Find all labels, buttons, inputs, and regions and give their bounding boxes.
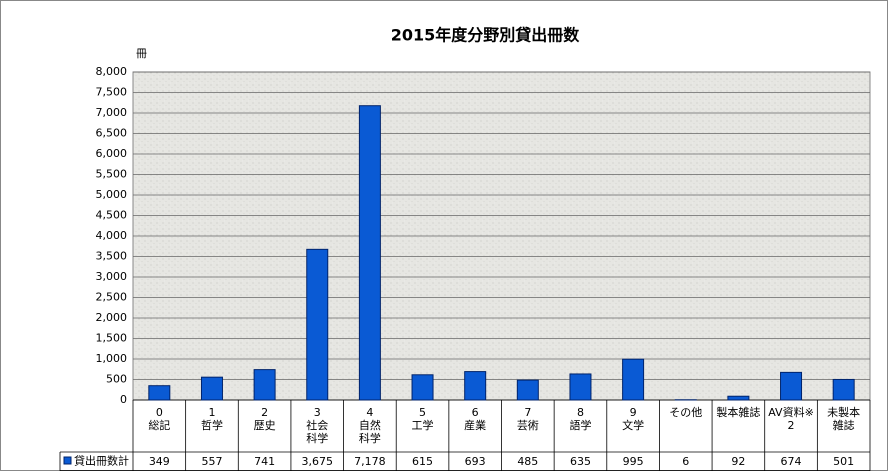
- bar: [622, 358, 645, 401]
- data-table-value: 7,178: [354, 455, 386, 468]
- data-table-value: 501: [833, 455, 854, 468]
- x-tick-label: 未製本: [827, 405, 860, 419]
- data-table-value: 693: [465, 455, 486, 468]
- bar: [200, 376, 223, 401]
- x-tick-label: 2: [788, 419, 795, 432]
- x-tick-label: 2: [261, 406, 268, 419]
- bar: [569, 373, 592, 401]
- x-tick-label: AV資料※: [768, 405, 814, 419]
- y-tick-label: 4,000: [96, 229, 128, 242]
- bar: [148, 385, 171, 401]
- y-tick-label: 5,500: [96, 168, 128, 181]
- data-table-value: 6: [682, 455, 689, 468]
- x-tick-label: 製本雑誌: [716, 405, 760, 419]
- y-tick-label: 2,000: [96, 311, 128, 324]
- x-tick-label: 3: [314, 406, 321, 419]
- y-tick-label: 3,500: [96, 250, 128, 263]
- data-table-value: 615: [412, 455, 433, 468]
- x-tick-label: 4: [366, 406, 373, 419]
- x-tick-label: 8: [577, 406, 584, 419]
- x-tick-label: 0: [156, 406, 163, 419]
- x-tick-label: 科学: [359, 431, 381, 445]
- bar: [464, 371, 487, 401]
- y-tick-label: 7,000: [96, 106, 128, 119]
- data-table-value: 557: [201, 455, 222, 468]
- data-table-value: 674: [781, 455, 802, 468]
- x-tick-label: 歴史: [254, 419, 276, 432]
- x-tick-label: 文学: [622, 418, 644, 432]
- y-tick-label: 2,500: [96, 291, 128, 304]
- legend-label: 貸出冊数計: [74, 454, 129, 468]
- x-tick-label: 産業: [464, 419, 486, 432]
- bar: [727, 395, 750, 401]
- chart-title: 2015年度分野別貸出冊数: [391, 26, 581, 45]
- x-tick-label: 雑誌: [833, 418, 855, 432]
- data-table-value: 995: [623, 455, 644, 468]
- bar: [411, 374, 434, 401]
- y-axis-label: 冊: [136, 47, 147, 60]
- x-tick-label: 哲学: [201, 418, 223, 432]
- x-tick-label: その他: [669, 406, 702, 419]
- bar: [516, 379, 539, 401]
- bar: [253, 369, 276, 401]
- bar: [832, 378, 855, 401]
- y-tick-label: 3,000: [96, 270, 128, 283]
- data-table-value: 92: [731, 455, 745, 468]
- legend-swatch: [63, 456, 72, 465]
- y-tick-label: 0: [120, 393, 127, 406]
- data-table-value: 349: [149, 455, 170, 468]
- x-tick-label: 総記: [148, 418, 170, 432]
- y-tick-label: 6,000: [96, 147, 128, 160]
- x-tick-label: 7: [524, 406, 531, 419]
- bar: [358, 105, 381, 401]
- x-tick-label: 科学: [306, 431, 328, 445]
- x-tick-label: 6: [472, 406, 479, 419]
- x-tick-label: 1: [208, 406, 215, 419]
- y-tick-label: 4,500: [96, 209, 128, 222]
- y-tick-label: 8,000: [96, 65, 128, 78]
- y-tick-label: 1,500: [96, 332, 128, 345]
- y-tick-label: 1,000: [96, 352, 128, 365]
- x-tick-label: 5: [419, 406, 426, 419]
- data-table-value: 485: [517, 455, 538, 468]
- y-tick-label: 6,500: [96, 127, 128, 140]
- bar: [780, 371, 803, 401]
- data-table-value: 3,675: [302, 455, 334, 468]
- bar: [306, 248, 329, 401]
- x-tick-label: 9: [630, 406, 637, 419]
- x-tick-label: 社会: [306, 418, 328, 432]
- data-table-value: 741: [254, 455, 275, 468]
- x-tick-label: 自然: [359, 418, 381, 432]
- y-tick-label: 7,500: [96, 86, 128, 99]
- x-tick-label: 工学: [412, 418, 434, 432]
- data-table-value: 635: [570, 455, 591, 468]
- y-tick-label: 500: [106, 373, 127, 386]
- y-tick-label: 5,000: [96, 188, 128, 201]
- x-tick-label: 語学: [569, 418, 591, 432]
- x-tick-label: 芸術: [517, 419, 539, 432]
